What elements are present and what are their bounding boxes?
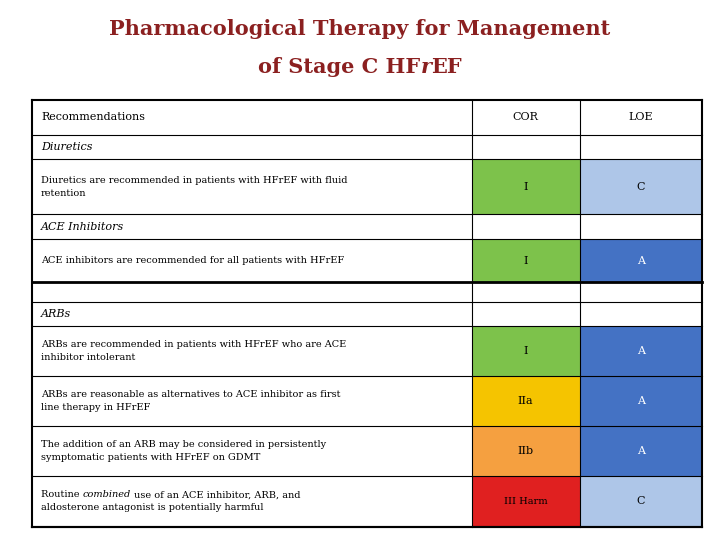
Text: I: I bbox=[523, 346, 528, 356]
Text: Diuretics are recommended in patients with HFrEF with fluid: Diuretics are recommended in patients wi… bbox=[41, 176, 348, 185]
Text: ARBs are reasonable as alternatives to ACE inhibitor as first: ARBs are reasonable as alternatives to A… bbox=[41, 390, 341, 400]
Text: COR: COR bbox=[513, 112, 539, 122]
Bar bbox=[32, 427, 472, 476]
Text: of Stage C HF: of Stage C HF bbox=[258, 57, 420, 77]
Text: C: C bbox=[636, 496, 645, 507]
Text: I: I bbox=[523, 182, 528, 192]
Bar bbox=[580, 159, 702, 214]
Text: I: I bbox=[523, 255, 528, 266]
Text: Routine: Routine bbox=[41, 490, 83, 500]
Text: IIb: IIb bbox=[518, 447, 534, 456]
Bar bbox=[472, 239, 580, 282]
Text: symptomatic patients with HFrEF on GDMT: symptomatic patients with HFrEF on GDMT bbox=[41, 454, 261, 462]
Bar bbox=[32, 376, 472, 427]
Text: A: A bbox=[636, 346, 645, 356]
Text: IIa: IIa bbox=[518, 396, 534, 406]
Text: line therapy in HFrEF: line therapy in HFrEF bbox=[41, 403, 150, 413]
Bar bbox=[32, 159, 472, 214]
Text: III Harm: III Harm bbox=[504, 497, 547, 506]
Text: The addition of an ARB may be considered in persistently: The addition of an ARB may be considered… bbox=[41, 441, 326, 449]
Bar bbox=[32, 282, 702, 302]
Bar bbox=[32, 239, 472, 282]
Text: Recommendations: Recommendations bbox=[41, 112, 145, 122]
Bar bbox=[32, 134, 702, 159]
Text: aldosterone antagonist is potentially harmful: aldosterone antagonist is potentially ha… bbox=[41, 503, 264, 512]
Text: retention: retention bbox=[41, 189, 86, 198]
Text: ARBs are recommended in patients with HFrEF who are ACE: ARBs are recommended in patients with HF… bbox=[41, 340, 346, 349]
Text: ACE inhibitors are recommended for all patients with HFrEF: ACE inhibitors are recommended for all p… bbox=[41, 256, 344, 265]
Bar bbox=[580, 239, 702, 282]
Text: r: r bbox=[420, 57, 431, 77]
Bar bbox=[580, 427, 702, 476]
Bar bbox=[32, 100, 702, 134]
Text: EF: EF bbox=[431, 57, 462, 77]
Text: ACE Inhibitors: ACE Inhibitors bbox=[41, 221, 125, 232]
Text: A: A bbox=[636, 447, 645, 456]
Bar bbox=[580, 476, 702, 526]
Bar bbox=[472, 376, 580, 427]
Text: C: C bbox=[636, 182, 645, 192]
Text: combined: combined bbox=[83, 490, 131, 500]
Bar bbox=[32, 476, 472, 526]
Text: Diuretics: Diuretics bbox=[41, 142, 93, 152]
Text: Pharmacological Therapy for Management: Pharmacological Therapy for Management bbox=[109, 19, 611, 39]
Text: use of an ACE inhibitor, ARB, and: use of an ACE inhibitor, ARB, and bbox=[131, 490, 300, 500]
Bar bbox=[580, 326, 702, 376]
Bar bbox=[32, 302, 702, 326]
Bar bbox=[472, 476, 580, 526]
Text: ARBs: ARBs bbox=[41, 309, 71, 319]
Bar bbox=[472, 427, 580, 476]
Text: inhibitor intolerant: inhibitor intolerant bbox=[41, 353, 135, 362]
Bar bbox=[580, 376, 702, 427]
Text: A: A bbox=[636, 396, 645, 406]
Bar bbox=[472, 159, 580, 214]
Text: A: A bbox=[636, 255, 645, 266]
Bar bbox=[472, 326, 580, 376]
Bar bbox=[32, 214, 702, 239]
Text: LOE: LOE bbox=[629, 112, 653, 122]
Bar bbox=[32, 326, 472, 376]
